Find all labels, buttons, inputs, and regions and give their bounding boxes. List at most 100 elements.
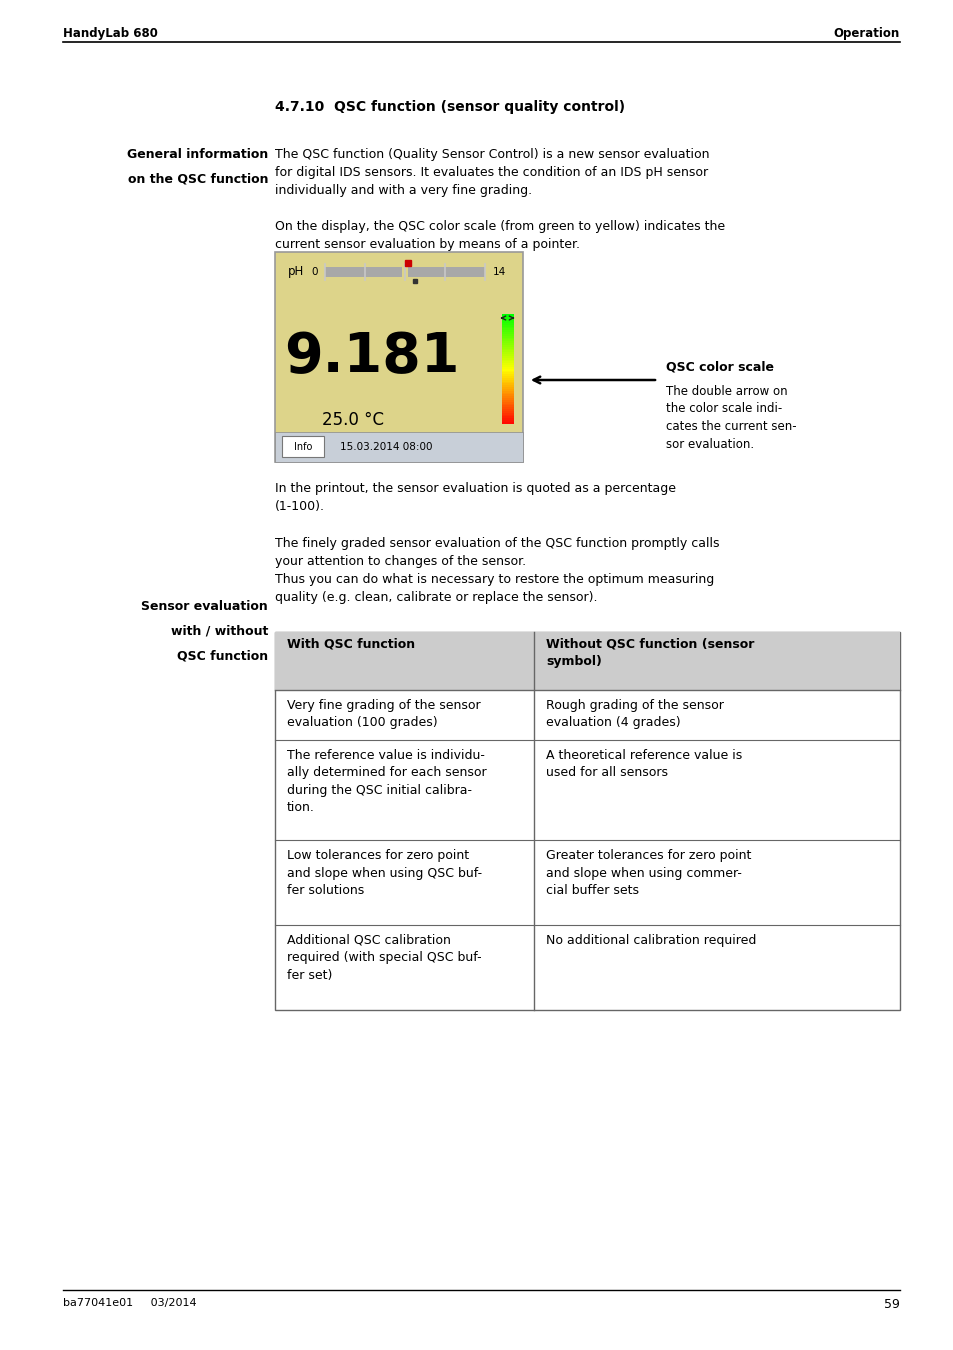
Bar: [501, 316, 513, 317]
Bar: [501, 331, 513, 332]
Text: 9.181: 9.181: [284, 329, 459, 383]
Text: 0: 0: [312, 267, 317, 277]
Text: 25.0 °C: 25.0 °C: [322, 410, 384, 429]
Text: Low tolerances for zero point
and slope when using QSC buf-
fer solutions: Low tolerances for zero point and slope …: [287, 849, 481, 896]
Bar: [501, 379, 513, 382]
Bar: [501, 358, 513, 360]
Bar: [501, 364, 513, 367]
Bar: [501, 410, 513, 413]
Bar: [501, 336, 513, 338]
Bar: [501, 390, 513, 393]
Text: QSC color scale: QSC color scale: [665, 360, 773, 374]
Bar: [501, 394, 513, 397]
Bar: [501, 387, 513, 389]
Bar: [501, 400, 513, 402]
Text: On the display, the QSC color scale (from green to yellow) indicates the
current: On the display, the QSC color scale (fro…: [274, 220, 724, 251]
Bar: [501, 378, 513, 379]
Text: In the printout, the sensor evaluation is quoted as a percentage
(1-100).: In the printout, the sensor evaluation i…: [274, 482, 676, 513]
Bar: [501, 413, 513, 414]
Bar: [408, 267, 484, 277]
Bar: [501, 333, 513, 336]
Text: The reference value is individu-
ally determined for each sensor
during the QSC : The reference value is individu- ally de…: [287, 749, 486, 814]
Bar: [501, 323, 513, 325]
Text: With QSC function: With QSC function: [287, 639, 415, 651]
Text: The QSC function (Quality Sensor Control) is a new sensor evaluation
for digital: The QSC function (Quality Sensor Control…: [274, 148, 709, 197]
Bar: [501, 362, 513, 363]
Text: on the QSC function: on the QSC function: [128, 171, 268, 185]
Bar: [501, 409, 513, 412]
Bar: [501, 321, 513, 323]
Bar: [501, 416, 513, 418]
Bar: [501, 356, 513, 358]
Text: General information: General information: [127, 148, 268, 161]
Text: with / without: with / without: [171, 625, 268, 639]
Bar: [501, 405, 513, 408]
Bar: [501, 313, 513, 316]
Text: No additional calibration required: No additional calibration required: [546, 934, 756, 946]
Bar: [501, 339, 513, 342]
Bar: [501, 374, 513, 377]
Bar: [501, 414, 513, 417]
Bar: [501, 393, 513, 394]
Text: A theoretical reference value is
used for all sensors: A theoretical reference value is used fo…: [546, 749, 741, 779]
Bar: [501, 408, 513, 409]
Text: Operation: Operation: [833, 27, 899, 40]
Text: Additional QSC calibration
required (with special QSC buf-
fer set): Additional QSC calibration required (wit…: [287, 934, 481, 981]
Bar: [501, 382, 513, 383]
Bar: [274, 632, 899, 1010]
Bar: [325, 267, 401, 277]
Bar: [501, 373, 513, 374]
Bar: [501, 421, 513, 424]
Bar: [501, 369, 513, 371]
Text: 59: 59: [883, 1297, 899, 1311]
Text: 4.7.10  QSC function (sensor quality control): 4.7.10 QSC function (sensor quality cont…: [274, 100, 624, 113]
Bar: [501, 418, 513, 420]
Bar: [501, 383, 513, 386]
Text: HandyLab 680: HandyLab 680: [63, 27, 157, 40]
Bar: [501, 420, 513, 423]
Bar: [501, 348, 513, 351]
Bar: [501, 332, 513, 335]
Bar: [501, 389, 513, 391]
Bar: [501, 338, 513, 340]
Text: Without QSC function (sensor
symbol): Without QSC function (sensor symbol): [546, 639, 754, 668]
Text: The double arrow on
the color scale indi-
cates the current sen-
sor evaluation.: The double arrow on the color scale indi…: [665, 385, 796, 451]
Bar: [501, 317, 513, 320]
Text: Sensor evaluation: Sensor evaluation: [141, 599, 268, 613]
Bar: [501, 343, 513, 346]
Bar: [501, 352, 513, 354]
Bar: [282, 436, 324, 458]
Text: The finely graded sensor evaluation of the QSC function promptly calls
your atte: The finely graded sensor evaluation of t…: [274, 537, 719, 603]
Text: Very fine grading of the sensor
evaluation (100 grades): Very fine grading of the sensor evaluati…: [287, 699, 480, 729]
Text: Greater tolerances for zero point
and slope when using commer-
cial buffer sets: Greater tolerances for zero point and sl…: [546, 849, 751, 896]
Bar: [501, 354, 513, 356]
Bar: [274, 632, 899, 690]
Bar: [501, 396, 513, 398]
Bar: [501, 404, 513, 405]
Text: QSC function: QSC function: [176, 649, 268, 663]
Bar: [501, 344, 513, 347]
Bar: [501, 325, 513, 327]
Bar: [501, 370, 513, 373]
Bar: [501, 347, 513, 348]
Bar: [274, 432, 522, 462]
Text: 15.03.2014 08:00: 15.03.2014 08:00: [339, 441, 432, 451]
Bar: [501, 342, 513, 343]
Text: pH: pH: [288, 266, 304, 278]
Bar: [501, 367, 513, 369]
Text: 14: 14: [493, 267, 506, 277]
Text: Info: Info: [294, 441, 312, 451]
Bar: [501, 327, 513, 328]
Text: Rough grading of the sensor
evaluation (4 grades): Rough grading of the sensor evaluation (…: [546, 699, 723, 729]
Bar: [501, 377, 513, 378]
Bar: [274, 252, 522, 462]
Text: ba77041e01     03/2014: ba77041e01 03/2014: [63, 1297, 196, 1308]
Bar: [501, 385, 513, 387]
Bar: [501, 398, 513, 400]
Bar: [501, 351, 513, 352]
Bar: [501, 319, 513, 321]
Bar: [501, 359, 513, 362]
Bar: [501, 363, 513, 366]
Bar: [501, 328, 513, 331]
Bar: [501, 402, 513, 404]
